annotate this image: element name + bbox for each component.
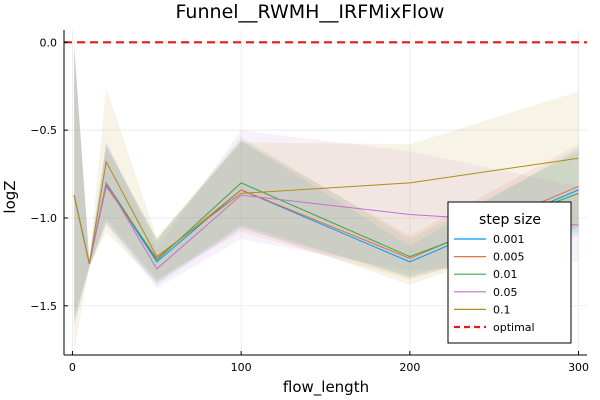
legend-box <box>447 201 572 344</box>
series-lines <box>73 157 579 270</box>
chart-title: Funnel__RWMH__IRFMixFlow <box>176 1 445 23</box>
legend-label-0.005: 0.005 <box>493 251 525 264</box>
x-tick-label: 200 <box>399 361 420 374</box>
y-tick-label: −1.5 <box>30 300 57 313</box>
y-tick-label: −0.5 <box>30 124 57 137</box>
x-tick-label: 300 <box>568 361 589 374</box>
legend-title: step size <box>479 212 541 228</box>
y-axis-label: logZ <box>1 180 19 213</box>
series-line-0.1 <box>73 157 579 264</box>
legend-label-0.01: 0.01 <box>493 268 518 281</box>
axes: 0 100 200 300 0.0 −0.5 −1.0 −1.5 <box>30 30 589 374</box>
legend-label-0.001: 0.001 <box>493 233 525 246</box>
x-tick-label: 0 <box>69 361 76 374</box>
x-axis-label: flow_length <box>283 378 369 397</box>
legend-items: 0.001 0.005 0.01 0.05 0.1 optimal <box>454 233 535 334</box>
legend-label-0.05: 0.05 <box>493 286 518 299</box>
x-tick-label: 100 <box>231 361 252 374</box>
legend: step size 0.001 0.005 0.01 0.05 0.1 optimal <box>447 201 572 344</box>
legend-label-0.1: 0.1 <box>493 303 511 316</box>
y-tick-label: −1.0 <box>30 212 57 225</box>
legend-label-optimal: optimal <box>493 321 535 334</box>
y-tick-label: 0.0 <box>40 36 58 49</box>
band-0.1 <box>74 45 579 350</box>
